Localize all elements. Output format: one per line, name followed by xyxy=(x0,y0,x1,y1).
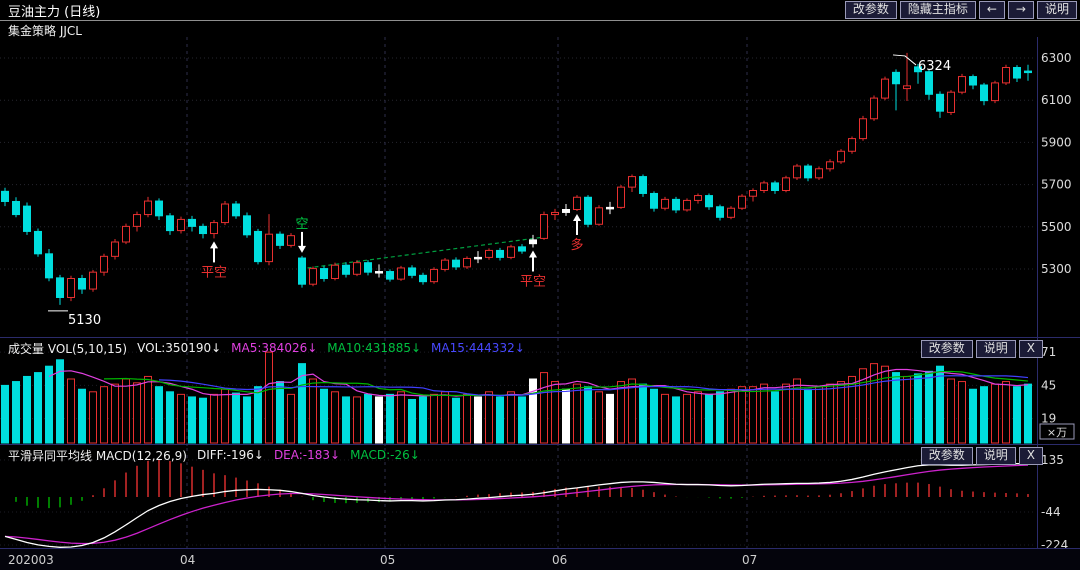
macd-close-button[interactable]: X xyxy=(1018,447,1043,465)
next-arrow-button[interactable]: → xyxy=(1007,1,1034,19)
time-axis-label: 05 xyxy=(380,553,396,567)
volume-help-button[interactable]: 说明 xyxy=(975,340,1016,358)
diff-line xyxy=(4,463,1028,548)
dea-line xyxy=(4,464,1029,545)
time-axis-label: 202003 xyxy=(8,553,54,567)
svg-text:多: 多 xyxy=(570,237,583,253)
topbar-divider xyxy=(0,20,1080,21)
svg-text:19: 19 xyxy=(1041,412,1056,426)
high-price-label: 6324 xyxy=(918,59,951,74)
svg-text:5900: 5900 xyxy=(1041,135,1072,149)
time-axis: 202003 04 05 06 07 xyxy=(0,548,1080,570)
volume-macd-divider xyxy=(0,444,1080,445)
volume-value: VOL:350190↓ xyxy=(137,341,222,355)
chart-title: 豆油主力 (日线) xyxy=(8,4,101,20)
svg-text:5500: 5500 xyxy=(1041,220,1072,234)
volume-ma15-line xyxy=(158,375,1029,397)
volume-unit-box: ×万 xyxy=(1039,423,1075,440)
time-axis-label: 06 xyxy=(552,553,568,567)
svg-text:-224: -224 xyxy=(1041,538,1068,548)
svg-text:平空: 平空 xyxy=(520,274,546,289)
svg-text:6100: 6100 xyxy=(1041,93,1072,107)
volume-ma5-value: MA5:384026↓ xyxy=(231,341,318,355)
macd-dea-value: DEA:-183↓ xyxy=(273,448,341,462)
time-axis-label: 07 xyxy=(742,553,758,567)
volume-change-params-button[interactable]: 改参数 xyxy=(920,340,973,358)
volume-ma10-line xyxy=(103,370,1029,397)
svg-text:135: 135 xyxy=(1041,453,1064,467)
help-button[interactable]: 说明 xyxy=(1036,1,1077,19)
svg-text:71: 71 xyxy=(1041,345,1056,359)
svg-text:5300: 5300 xyxy=(1041,262,1072,276)
svg-text:6300: 6300 xyxy=(1041,51,1072,65)
topbar-buttons: 改参数 隐藏主指标 ← → 说明 xyxy=(844,1,1080,19)
macd-histogram xyxy=(15,459,1029,509)
svg-text:空: 空 xyxy=(295,217,308,232)
prev-arrow-button[interactable]: ← xyxy=(978,1,1005,19)
candlesticks xyxy=(1,52,1032,305)
top-title-bar: 豆油主力 (日线) 改参数 隐藏主指标 ← → 说明 xyxy=(0,0,1080,20)
svg-text:×万: ×万 xyxy=(1047,426,1067,439)
strategy-label: 集金策略 JJCL xyxy=(8,24,82,38)
volume-bars xyxy=(1,351,1032,444)
svg-text:45: 45 xyxy=(1041,378,1056,392)
macd-macd-value: MACD:-26↓ xyxy=(350,448,420,462)
price-axis-separator xyxy=(1037,37,1038,548)
volume-ma5-line xyxy=(48,368,1029,397)
change-params-button[interactable]: 改参数 xyxy=(844,1,897,19)
volume-indicator-name: 成交量 VOL(5,10,15) xyxy=(8,341,128,356)
volume-ma15-value: MA15:444332↓ xyxy=(431,341,525,355)
trendline xyxy=(307,236,546,269)
strategy-signals: 平空 空平空 多 xyxy=(201,213,584,289)
main-candlestick-chart[interactable]: 6300 6100 5900 5700 5500 5300 平空 空平空 多 5130 6324 xyxy=(0,37,1080,338)
volume-chart[interactable]: 71 45 19×万 xyxy=(0,338,1080,448)
macd-panel-header: 平滑异同平均线 MACD(12,26,9) DIFF:-196↓ DEA:-18… xyxy=(0,446,1080,465)
high-marker xyxy=(892,54,917,66)
volume-panel-header: 成交量 VOL(5,10,15) VOL:350190↓ MA5:384026↓… xyxy=(0,339,1080,358)
volume-close-button[interactable]: X xyxy=(1018,340,1043,358)
volume-ma10-value: MA10:431885↓ xyxy=(327,341,422,355)
svg-text:5700: 5700 xyxy=(1041,178,1072,192)
hide-main-indicator-button[interactable]: 隐藏主指标 xyxy=(899,1,976,19)
macd-diff-value: DIFF:-196↓ xyxy=(196,448,264,462)
low-price-label: 5130 xyxy=(68,313,101,328)
main-volume-divider xyxy=(0,337,1080,338)
macd-change-params-button[interactable]: 改参数 xyxy=(920,447,973,465)
time-axis-label: 04 xyxy=(180,553,196,567)
svg-text:-44: -44 xyxy=(1041,505,1061,519)
macd-chart[interactable]: 135 -44 -224 xyxy=(0,448,1080,548)
svg-text:平空: 平空 xyxy=(201,265,227,280)
macd-help-button[interactable]: 说明 xyxy=(975,447,1016,465)
macd-indicator-name: 平滑异同平均线 MACD(12,26,9) xyxy=(8,448,187,463)
